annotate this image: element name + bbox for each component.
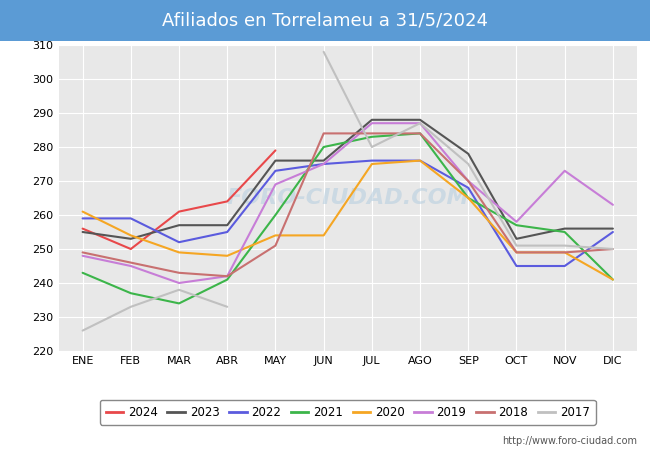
Text: http://www.foro-ciudad.com: http://www.foro-ciudad.com: [502, 436, 637, 446]
Text: Afiliados en Torrelameu a 31/5/2024: Afiliados en Torrelameu a 31/5/2024: [162, 11, 488, 29]
Text: FORO-CIUDAD.COM: FORO-CIUDAD.COM: [226, 188, 469, 208]
Legend: 2024, 2023, 2022, 2021, 2020, 2019, 2018, 2017: 2024, 2023, 2022, 2021, 2020, 2019, 2018…: [99, 400, 596, 424]
